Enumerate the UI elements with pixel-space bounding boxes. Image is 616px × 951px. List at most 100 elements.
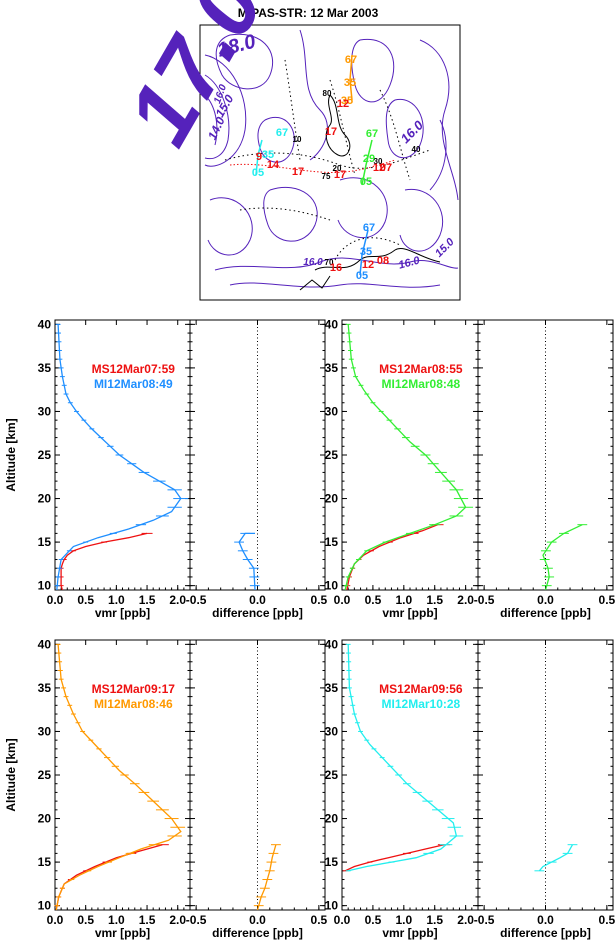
map-point-label: 05 xyxy=(360,176,372,188)
y-tick-label: 30 xyxy=(38,724,52,738)
y-tick-label: 40 xyxy=(325,317,339,331)
y-tick-label: 30 xyxy=(325,404,339,418)
chart-panel: -0.5 0.0 0.5 difference [ppb] xyxy=(474,319,616,620)
map-point-label: 16 xyxy=(330,262,342,274)
contour-line xyxy=(204,74,230,160)
x-tick-label: 0.5 xyxy=(599,593,616,607)
y-tick-label: 15 xyxy=(325,535,339,549)
coastline xyxy=(299,275,331,291)
x-tick-label: 1.5 xyxy=(139,593,156,607)
contour-line xyxy=(429,119,447,191)
y-tick-label: 35 xyxy=(38,681,52,695)
contour-line xyxy=(214,257,459,271)
y-tick-label: 10 xyxy=(325,579,339,593)
x-tick-label: 0.5 xyxy=(77,913,94,927)
x-tick-label: 1.0 xyxy=(395,593,412,607)
x-axis-label: difference [ppb] xyxy=(212,926,303,940)
series-line xyxy=(538,844,574,872)
y-tick-label: 25 xyxy=(325,768,339,782)
x-tick-label: -0.5 xyxy=(186,593,207,607)
legend-entry: MI12Mar08:46 xyxy=(94,697,173,711)
y-tick-label: 20 xyxy=(325,812,339,826)
x-tick-label: 1.0 xyxy=(395,913,412,927)
map-point-label: 30 xyxy=(374,157,383,166)
series-line xyxy=(256,844,277,911)
map-point-label: 40 xyxy=(412,145,421,154)
y-tick-label: 30 xyxy=(325,724,339,738)
legend-entry: MS12Mar09:17 xyxy=(92,682,176,696)
contour-line xyxy=(257,116,295,163)
map-point-label: 05 xyxy=(252,167,264,179)
y-tick-label: 35 xyxy=(38,361,52,375)
x-tick-label: 2.0 xyxy=(457,913,474,927)
series-line xyxy=(60,532,148,591)
x-tick-label: 1.5 xyxy=(426,913,443,927)
y-tick-label: 35 xyxy=(325,681,339,695)
y-axis-label: Altitude [km] xyxy=(4,738,18,811)
map-point-label: 35 xyxy=(344,77,356,89)
map-point-label: 67 xyxy=(363,222,375,234)
flight-track xyxy=(224,149,431,169)
plot-frame xyxy=(477,319,614,591)
x-tick-label: 0.0 xyxy=(249,913,266,927)
map-point-label: 07 xyxy=(380,162,392,174)
y-tick-label: 25 xyxy=(38,448,52,462)
y-tick-label: 25 xyxy=(38,768,52,782)
x-tick-label: 0.0 xyxy=(47,913,64,927)
contour-label: 16.0 xyxy=(397,254,422,271)
contour-line xyxy=(204,54,247,167)
cyan-profile-track xyxy=(255,139,263,176)
map-point-label: 17 xyxy=(325,126,337,138)
blue-profile-track xyxy=(359,229,369,276)
x-tick-label: 2.0 xyxy=(457,593,474,607)
x-tick-label: 0.5 xyxy=(311,913,328,927)
y-tick-label: 35 xyxy=(325,361,339,375)
coastline xyxy=(325,94,351,157)
map-point-label: 12 xyxy=(362,259,374,271)
coastline xyxy=(314,248,441,271)
x-axis-label: vmr [ppb] xyxy=(95,606,150,620)
flight-track-red xyxy=(229,159,396,173)
y-tick-label: 40 xyxy=(38,317,52,331)
map-point-label: 35 xyxy=(360,246,372,258)
map-point-label: 17 xyxy=(292,166,304,178)
x-tick-label: 0.0 xyxy=(537,593,554,607)
x-tick-label: 2.0 xyxy=(169,593,186,607)
x-tick-label: -0.5 xyxy=(186,913,207,927)
x-axis-label: difference [ppb] xyxy=(500,606,591,620)
series-line xyxy=(542,524,583,591)
contour-line xyxy=(207,197,253,256)
x-tick-label: 0.0 xyxy=(334,913,351,927)
legend-entry: MS12Mar07:59 xyxy=(92,362,176,376)
map-point-label: 67 xyxy=(345,54,357,66)
y-tick-label: 20 xyxy=(325,492,339,506)
series-line xyxy=(347,644,458,872)
x-tick-label: 1.5 xyxy=(139,913,156,927)
flight-track xyxy=(329,79,356,176)
map-point-label: 17 xyxy=(334,169,346,181)
green-profile-track xyxy=(361,139,373,186)
flight-track xyxy=(239,207,331,221)
contour-line xyxy=(204,94,218,146)
map-frame xyxy=(199,24,461,301)
x-tick-label: -0.5 xyxy=(474,593,495,607)
chart-panel: 0.0 0.5 1.0 1.5 2.0 10 15 20 25 30 35 40 vmr [ppb] MS… xyxy=(325,317,479,620)
x-axis-label: vmr [ppb] xyxy=(95,926,150,940)
x-tick-label: 0.5 xyxy=(365,913,382,927)
y-tick-label: 20 xyxy=(38,812,52,826)
flight-track xyxy=(379,89,411,181)
map-flight-tracks xyxy=(224,54,431,276)
contour-label: 16.0 xyxy=(303,257,323,268)
y-tick-label: 15 xyxy=(325,855,339,869)
map-point-label: 35 xyxy=(341,95,353,107)
profile-charts: 0.0 0.5 1.0 1.5 2.0 10 15 20 25 30 35 40 Altitude [k… xyxy=(4,317,616,940)
legend-entry: MI12Mar08:49 xyxy=(94,377,173,391)
map-point-label: 35 xyxy=(262,149,274,161)
plot-frame xyxy=(341,319,479,591)
plot-frame xyxy=(477,639,614,911)
y-tick-label: 10 xyxy=(38,899,52,913)
legend-entry: MI12Mar10:28 xyxy=(382,697,461,711)
contour-line xyxy=(263,186,318,242)
map-point-label: 75 xyxy=(322,172,331,181)
x-tick-label: 0.5 xyxy=(77,593,94,607)
